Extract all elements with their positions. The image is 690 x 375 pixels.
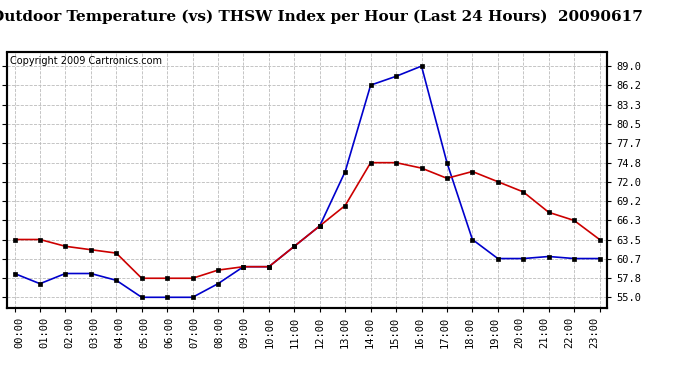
Text: 06:00: 06:00 — [164, 317, 175, 348]
Text: 19:00: 19:00 — [490, 317, 500, 348]
Text: 00:00: 00:00 — [14, 317, 24, 348]
Text: 02:00: 02:00 — [64, 317, 75, 348]
Text: 16:00: 16:00 — [415, 317, 424, 348]
Text: 07:00: 07:00 — [190, 317, 199, 348]
Text: 15:00: 15:00 — [390, 317, 400, 348]
Text: 08:00: 08:00 — [215, 317, 224, 348]
Text: 22:00: 22:00 — [564, 317, 575, 348]
Text: 14:00: 14:00 — [364, 317, 375, 348]
Text: 23:00: 23:00 — [590, 317, 600, 348]
Text: 18:00: 18:00 — [464, 317, 475, 348]
Text: 10:00: 10:00 — [264, 317, 275, 348]
Text: 21:00: 21:00 — [540, 317, 550, 348]
Text: 01:00: 01:00 — [39, 317, 50, 348]
Text: 05:00: 05:00 — [139, 317, 150, 348]
Text: 11:00: 11:00 — [290, 317, 299, 348]
Text: 17:00: 17:00 — [440, 317, 450, 348]
Text: 03:00: 03:00 — [90, 317, 99, 348]
Text: 13:00: 13:00 — [339, 317, 350, 348]
Text: Copyright 2009 Cartronics.com: Copyright 2009 Cartronics.com — [10, 56, 162, 66]
Text: Outdoor Temperature (vs) THSW Index per Hour (Last 24 Hours)  20090617: Outdoor Temperature (vs) THSW Index per … — [0, 9, 643, 24]
Text: 12:00: 12:00 — [315, 317, 324, 348]
Text: 20:00: 20:00 — [515, 317, 524, 348]
Text: 04:00: 04:00 — [115, 317, 124, 348]
Text: 09:00: 09:00 — [239, 317, 250, 348]
